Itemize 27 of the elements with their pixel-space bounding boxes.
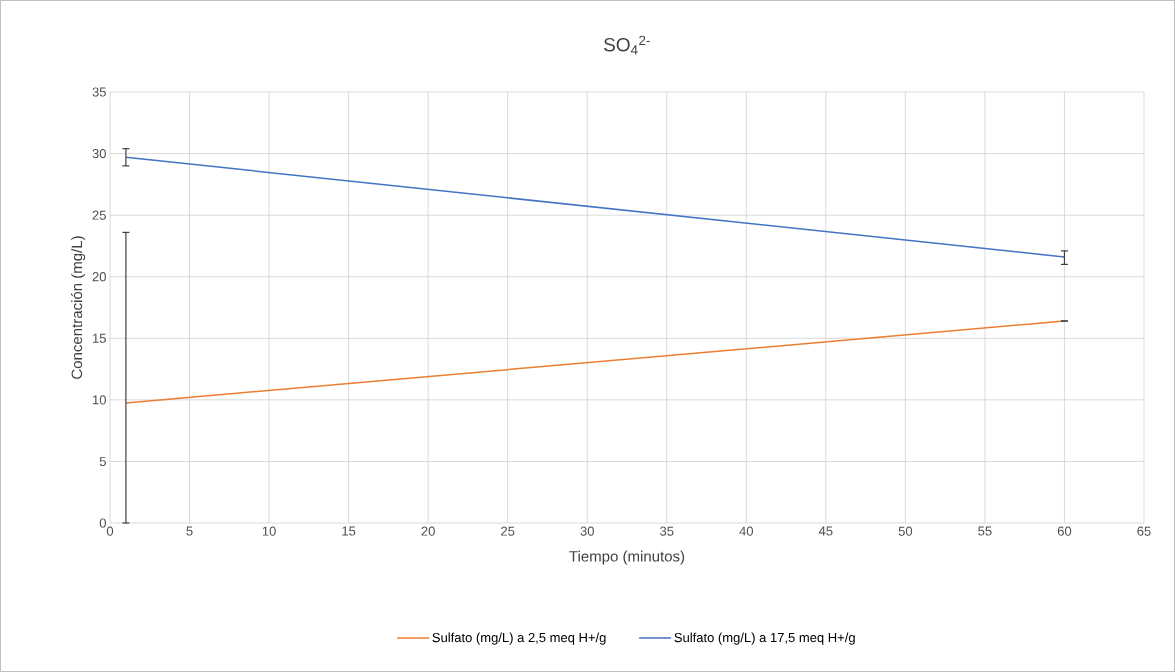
legend-label: Sulfato (mg/L) a 17,5 meq H+/g [674, 632, 855, 645]
x-tick-label: 0 [106, 526, 114, 536]
y-tick-label: 5 [99, 456, 106, 466]
y-tick-label: 10 [92, 395, 106, 405]
y-tick-label: 35 [92, 87, 106, 97]
x-tick-label: 10 [262, 526, 276, 536]
x-tick-label: 65 [1137, 526, 1151, 536]
y-tick-label: 0 [99, 518, 106, 528]
x-tick-label: 15 [342, 526, 356, 536]
x-tick-label: 60 [1057, 526, 1072, 536]
legend-label: Sulfato (mg/L) a 2,5 meq H+/g [432, 632, 606, 645]
y-tick-label: 25 [92, 210, 106, 220]
x-tick-label: 40 [739, 526, 754, 536]
y-tick-label: 15 [92, 333, 106, 343]
x-tick-label: 30 [580, 526, 594, 536]
y-tick-label: 30 [92, 148, 106, 159]
y-axis-title: Concentración (mg/L) [70, 236, 86, 379]
x-tick-label: 45 [818, 526, 833, 536]
x-tick-label: 25 [501, 526, 515, 536]
chart-title: SO$_{4}$2- [604, 35, 650, 55]
x-tick-label: 35 [660, 526, 674, 536]
x-tick-label: 20 [421, 526, 435, 536]
x-tick-label: 50 [898, 526, 913, 536]
x-tick-label: 55 [978, 526, 992, 536]
y-tick-label: 20 [92, 272, 106, 282]
x-tick-label: 5 [186, 526, 193, 536]
x-axis-title: Tiempo (minutos) [569, 550, 685, 565]
